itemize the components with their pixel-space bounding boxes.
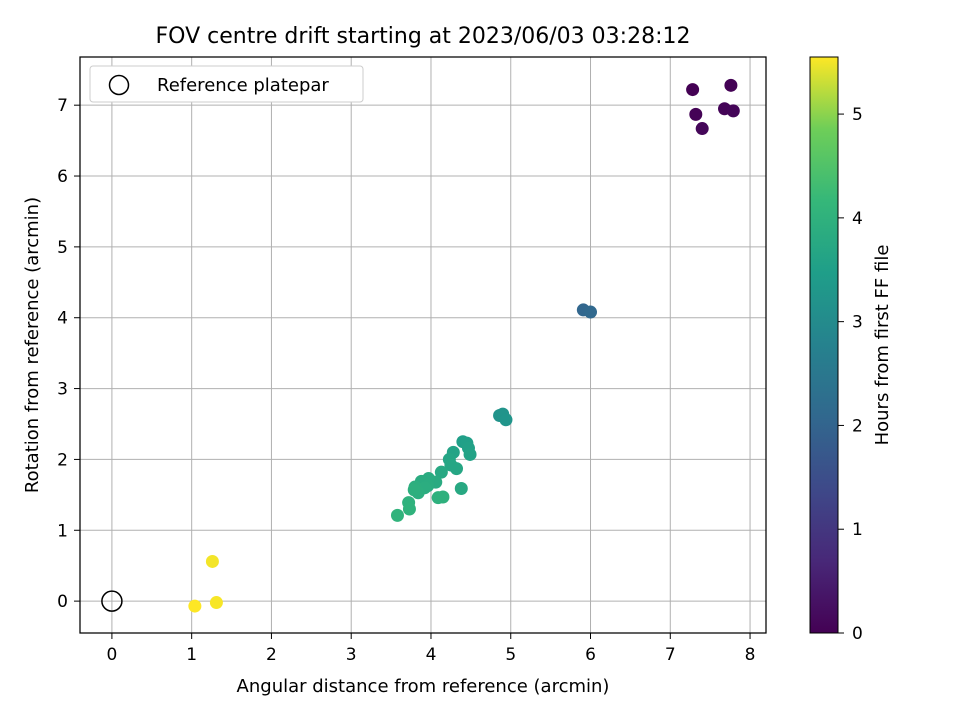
legend-entry-label: Reference platepar [157, 75, 329, 96]
data-point [209, 596, 223, 610]
data-point [689, 107, 703, 121]
x-tick-label: 2 [266, 645, 277, 665]
colorbar-gradient [809, 56, 839, 634]
y-axis-ticks: 0 1 2 3 4 5 6 7 [57, 96, 80, 612]
reference-marker [101, 590, 123, 612]
data-point [390, 508, 404, 522]
data-point [434, 465, 448, 479]
colorbar-tick-label: 2 [852, 416, 863, 436]
x-tick-label: 8 [745, 645, 756, 665]
x-tick-label: 5 [505, 645, 516, 665]
y-tick-label: 3 [57, 380, 68, 400]
y-axis-label: Rotation from reference (arcmin) [22, 197, 43, 493]
data-point [499, 413, 513, 427]
legend-box [89, 65, 364, 103]
x-axis-ticks: 0 1 2 3 4 5 6 7 8 [106, 633, 755, 665]
colorbar-tick-label: 1 [852, 520, 863, 540]
y-tick-label: 0 [57, 592, 68, 612]
data-point [188, 599, 202, 613]
data-point [454, 481, 468, 495]
legend: Reference platepar [89, 65, 364, 103]
data-point [407, 483, 421, 497]
reference-point-marker [101, 590, 123, 612]
y-tick-label: 4 [57, 309, 68, 329]
legend-open-circle-icon [108, 74, 130, 96]
data-point [450, 462, 464, 476]
data-point [724, 78, 738, 92]
data-point [584, 305, 598, 319]
x-tick-label: 3 [346, 645, 357, 665]
plot-frame [79, 56, 767, 634]
grid [80, 57, 766, 633]
y-tick-label: 5 [57, 238, 68, 258]
data-points [188, 78, 740, 613]
y-tick-label: 7 [57, 96, 68, 116]
y-tick-label: 6 [57, 167, 68, 187]
colorbar-tick-label: 3 [852, 313, 863, 333]
data-point [726, 104, 740, 118]
data-point [205, 554, 219, 568]
data-point [686, 83, 700, 97]
colorbar-tick-label: 4 [852, 209, 863, 229]
colorbar: 0 1 2 3 4 5 Hours from first FF file [809, 56, 893, 644]
x-tick-label: 0 [106, 645, 117, 665]
x-axis-label: Angular distance from reference (arcmin) [237, 676, 610, 697]
x-tick-label: 6 [585, 645, 596, 665]
y-tick-label: 1 [57, 521, 68, 541]
colorbar-ticks: 0 1 2 3 4 5 [838, 105, 863, 644]
colorbar-tick-label: 0 [852, 624, 863, 644]
x-tick-label: 1 [186, 645, 197, 665]
data-point [695, 122, 709, 136]
data-point [402, 502, 416, 516]
x-tick-label: 7 [665, 645, 676, 665]
data-point [436, 490, 450, 504]
data-point [463, 447, 477, 461]
x-tick-label: 4 [426, 645, 437, 665]
chart-title: FOV centre drift starting at 2023/06/03 … [156, 24, 691, 49]
y-tick-label: 2 [57, 450, 68, 470]
colorbar-tick-label: 5 [852, 105, 863, 125]
colorbar-label: Hours from first FF file [872, 245, 893, 446]
